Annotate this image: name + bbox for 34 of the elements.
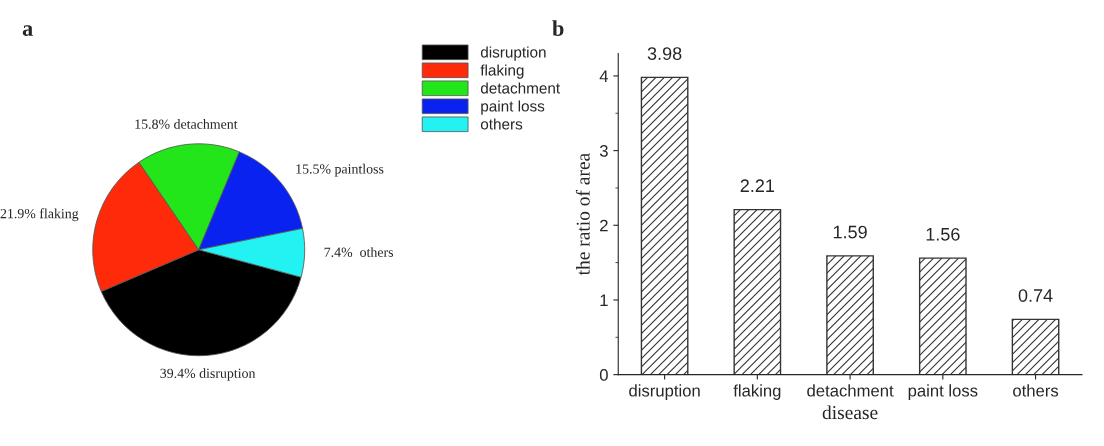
- data-label: 1.56: [926, 227, 960, 241]
- y-tick-label: 4: [599, 70, 609, 82]
- bar: [826, 255, 874, 375]
- legend-label: others: [480, 118, 523, 130]
- data-label: 15.8% detachment: [135, 119, 238, 129]
- data-label: 2.21: [740, 179, 775, 192]
- legend-label: flaking: [480, 64, 524, 79]
- data-label: 7.4% others: [324, 247, 394, 257]
- bar: [640, 76, 689, 375]
- data-label: 15.5% paintloss: [296, 163, 384, 177]
- x-axis-title: disease: [822, 405, 878, 420]
- bar: [1011, 318, 1060, 375]
- y-axis-title: the ratio of area: [575, 153, 590, 276]
- data-label: 0.74: [1018, 289, 1053, 302]
- y-tick-label: 1: [600, 294, 608, 306]
- x-tick-label: disruption: [629, 384, 700, 400]
- y-tick-label: 0: [599, 369, 608, 381]
- x-tick-label: flaking: [733, 384, 781, 400]
- data-label: 1.59: [833, 225, 867, 239]
- bar: [918, 257, 967, 375]
- legend-label: detachment: [480, 82, 561, 94]
- y-tick-label: 2: [600, 219, 608, 232]
- chart-title: a: [22, 25, 33, 36]
- legend-label: paint loss: [481, 100, 545, 115]
- bar: [733, 208, 782, 375]
- y-tick-label: 3: [599, 145, 608, 157]
- x-tick-label: paint loss: [908, 384, 978, 400]
- chart-title: b: [552, 20, 564, 36]
- x-tick-label: others: [1013, 384, 1059, 397]
- data-label: 21.9% flaking: [0, 208, 79, 222]
- x-tick-label: detachment: [807, 384, 894, 397]
- legend-label: disruption: [480, 46, 546, 61]
- data-label: 39.4% disruption: [160, 368, 256, 381]
- data-label: 3.98: [647, 47, 682, 60]
